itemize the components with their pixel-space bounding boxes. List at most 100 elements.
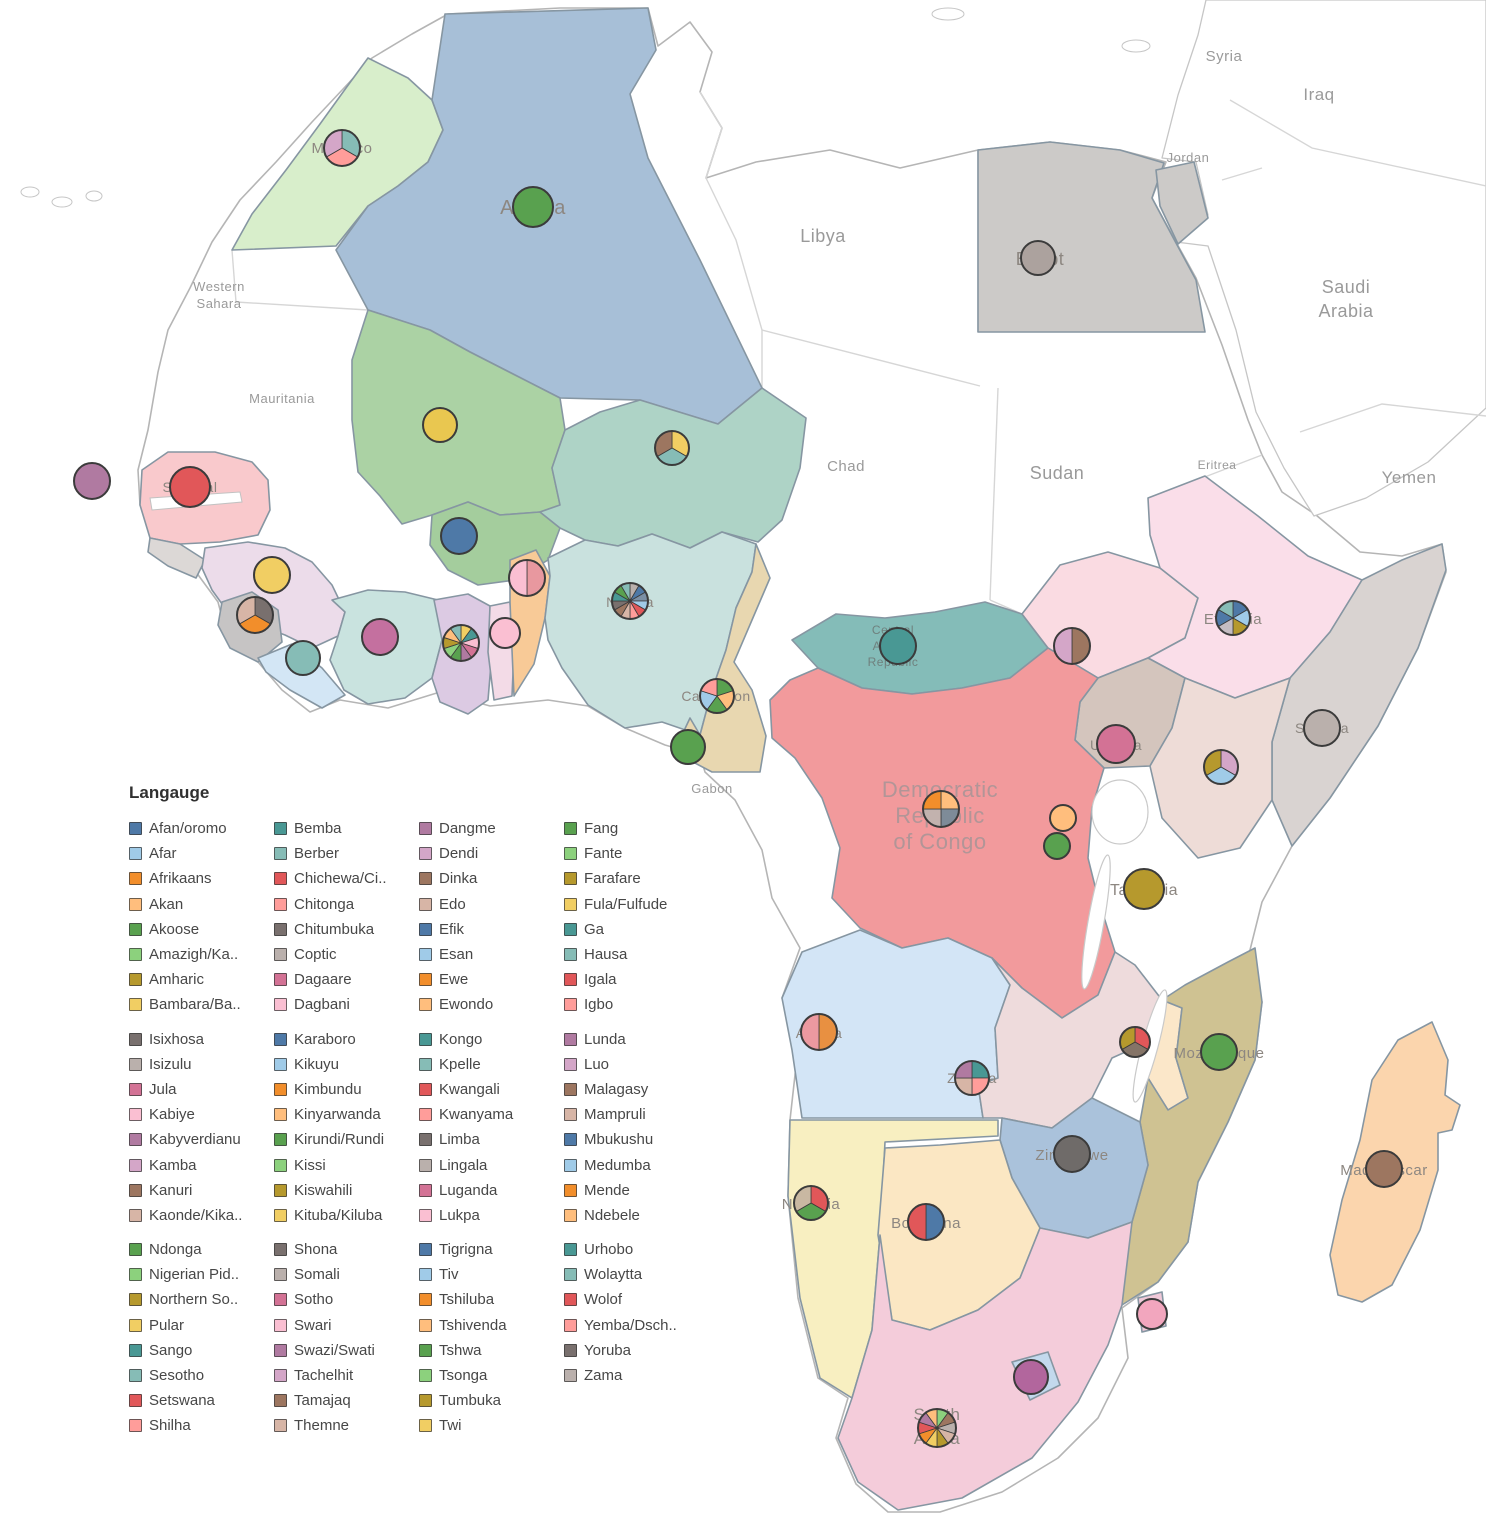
pie-marker-namibia[interactable] [793, 1185, 829, 1221]
legend-item-dagbani[interactable]: Dagbani [274, 992, 419, 1017]
pie-marker-benin[interactable] [508, 559, 546, 597]
legend-item-ndonga[interactable]: Ndonga [129, 1237, 274, 1262]
legend-item-jula[interactable]: Jula [129, 1077, 274, 1102]
pie-marker-rwanda[interactable] [1049, 804, 1077, 832]
legend-item-kikuyu[interactable]: Kikuyu [274, 1052, 419, 1077]
legend-item-isixhosa[interactable]: Isixhosa [129, 1027, 274, 1052]
legend-item-igala[interactable]: Igala [564, 967, 709, 992]
pie-marker-cape-verde[interactable] [73, 462, 111, 500]
legend-item-edo[interactable]: Edo [419, 892, 564, 917]
legend-item-tshiluba[interactable]: Tshiluba [419, 1287, 564, 1312]
legend-item-chichewa-ci[interactable]: Chichewa/Ci.. [274, 866, 419, 891]
legend-item-dagaare[interactable]: Dagaare [274, 967, 419, 992]
legend-item-kpelle[interactable]: Kpelle [419, 1052, 564, 1077]
legend-item-kabiye[interactable]: Kabiye [129, 1102, 274, 1127]
legend-item-tumbuka[interactable]: Tumbuka [419, 1388, 564, 1413]
country-zambia[interactable] [977, 951, 1163, 1129]
pie-marker-cote-divoire[interactable] [361, 618, 399, 656]
pie-marker-burkina-faso[interactable] [440, 517, 478, 555]
pie-marker-ethiopia[interactable] [1215, 600, 1251, 636]
pie-marker-nigeria[interactable] [611, 582, 649, 620]
pie-marker-niger[interactable] [654, 430, 690, 466]
legend-item-kabyverdianu[interactable]: Kabyverdianu [129, 1127, 274, 1152]
legend-item-twi[interactable]: Twi [419, 1413, 564, 1438]
pie-marker-togo[interactable] [489, 617, 521, 649]
pie-marker-senegal[interactable] [169, 466, 211, 508]
legend-item-isizulu[interactable]: Isizulu [129, 1052, 274, 1077]
legend-item-kimbundu[interactable]: Kimbundu [274, 1077, 419, 1102]
legend-item-akoose[interactable]: Akoose [129, 917, 274, 942]
legend-item-ndebele[interactable]: Ndebele [564, 1203, 709, 1228]
legend-item-themne[interactable]: Themne [274, 1413, 419, 1438]
legend-item-afrikaans[interactable]: Afrikaans [129, 866, 274, 891]
legend-item-northern-so[interactable]: Northern So.. [129, 1287, 274, 1312]
pie-marker-equatorial-guinea[interactable] [670, 729, 706, 765]
legend-item-tsonga[interactable]: Tsonga [419, 1363, 564, 1388]
legend-item-farafare[interactable]: Farafare [564, 866, 709, 891]
legend-item-chitonga[interactable]: Chitonga [274, 892, 419, 917]
legend-item-kituba-kiluba[interactable]: Kituba/Kiluba [274, 1203, 419, 1228]
legend-item-luganda[interactable]: Luganda [419, 1178, 564, 1203]
legend-item-wolaytta[interactable]: Wolaytta [564, 1262, 709, 1287]
legend-item-kwanyama[interactable]: Kwanyama [419, 1102, 564, 1127]
legend-item-tamajaq[interactable]: Tamajaq [274, 1388, 419, 1413]
legend-item-tshivenda[interactable]: Tshivenda [419, 1313, 564, 1338]
legend-item-pular[interactable]: Pular [129, 1313, 274, 1338]
legend-item-akan[interactable]: Akan [129, 892, 274, 917]
legend-item-urhobo[interactable]: Urhobo [564, 1237, 709, 1262]
pie-marker-mozambique[interactable] [1200, 1033, 1238, 1071]
legend-item-igbo[interactable]: Igbo [564, 992, 709, 1017]
legend-item-bemba[interactable]: Bemba [274, 816, 419, 841]
legend-item-ewe[interactable]: Ewe [419, 967, 564, 992]
legend-item-dangme[interactable]: Dangme [419, 816, 564, 841]
legend-item-afar[interactable]: Afar [129, 841, 274, 866]
pie-marker-uganda[interactable] [1096, 724, 1136, 764]
country-egypt[interactable] [977, 141, 1206, 333]
legend-item-nigerian-pid[interactable]: Nigerian Pid.. [129, 1262, 274, 1287]
legend-item-medumba[interactable]: Medumba [564, 1152, 709, 1177]
legend-item-tachelhit[interactable]: Tachelhit [274, 1363, 419, 1388]
country-south-africa[interactable] [837, 1221, 1133, 1511]
legend-item-dinka[interactable]: Dinka [419, 866, 564, 891]
legend-item-tshwa[interactable]: Tshwa [419, 1338, 564, 1363]
legend-item-kaonde-kika[interactable]: Kaonde/Kika.. [129, 1203, 274, 1228]
legend-item-tigrigna[interactable]: Tigrigna [419, 1237, 564, 1262]
pie-marker-lesotho[interactable] [1013, 1359, 1049, 1395]
legend-item-shilha[interactable]: Shilha [129, 1413, 274, 1438]
pie-marker-ghana[interactable] [442, 624, 480, 662]
legend-item-wolof[interactable]: Wolof [564, 1287, 709, 1312]
legend-item-efik[interactable]: Efik [419, 917, 564, 942]
pie-marker-egypt[interactable] [1020, 240, 1056, 276]
pie-marker-burundi[interactable] [1043, 832, 1071, 860]
country-guinea-bissau[interactable] [147, 537, 206, 579]
legend-item-setswana[interactable]: Setswana [129, 1388, 274, 1413]
pie-marker-angola[interactable] [800, 1013, 838, 1051]
legend-item-afan-oromo[interactable]: Afan/oromo [129, 816, 274, 841]
legend-item-kirundi-rundi[interactable]: Kirundi/Rundi [274, 1127, 419, 1152]
legend-item-amharic[interactable]: Amharic [129, 967, 274, 992]
country-egypt-sinai[interactable] [1155, 161, 1209, 245]
pie-marker-madagascar[interactable] [1365, 1150, 1403, 1188]
legend-item-tiv[interactable]: Tiv [419, 1262, 564, 1287]
legend-item-coptic[interactable]: Coptic [274, 942, 419, 967]
pie-marker-kenya[interactable] [1203, 749, 1239, 785]
legend-item-lingala[interactable]: Lingala [419, 1152, 564, 1177]
legend-item-luo[interactable]: Luo [564, 1052, 709, 1077]
legend-item-kanuri[interactable]: Kanuri [129, 1178, 274, 1203]
legend-item-bambara-ba[interactable]: Bambara/Ba.. [129, 992, 274, 1017]
pie-marker-south-africa[interactable] [917, 1408, 957, 1448]
legend-item-kinyarwanda[interactable]: Kinyarwanda [274, 1102, 419, 1127]
pie-marker-swaziland[interactable] [1136, 1298, 1168, 1330]
country-guinea[interactable] [201, 541, 346, 649]
legend-item-mampruli[interactable]: Mampruli [564, 1102, 709, 1127]
legend-item-kissi[interactable]: Kissi [274, 1152, 419, 1177]
legend-item-kamba[interactable]: Kamba [129, 1152, 274, 1177]
pie-marker-malawi[interactable] [1119, 1026, 1151, 1058]
legend-item-limba[interactable]: Limba [419, 1127, 564, 1152]
legend-item-esan[interactable]: Esan [419, 942, 564, 967]
legend-item-sesotho[interactable]: Sesotho [129, 1363, 274, 1388]
legend-item-zama[interactable]: Zama [564, 1363, 709, 1388]
pie-marker-zimbabwe[interactable] [1053, 1135, 1091, 1173]
pie-marker-algeria[interactable] [512, 186, 554, 228]
legend-item-kiswahili[interactable]: Kiswahili [274, 1178, 419, 1203]
